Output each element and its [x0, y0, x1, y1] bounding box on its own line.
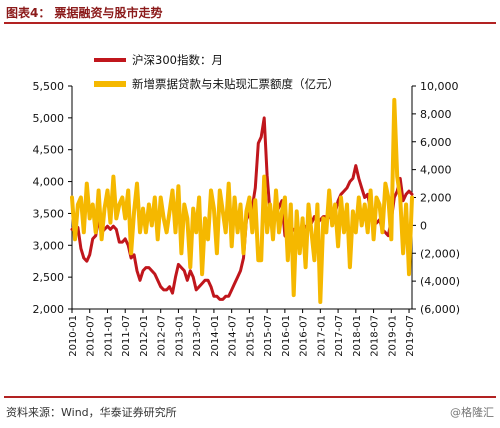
x-tick-label: 2014-01: [210, 315, 221, 357]
y-right-tick-label: 2,000: [420, 192, 452, 205]
y-left-tick-label: 5,500: [33, 80, 65, 93]
y-right-tick-label: (4,000): [420, 275, 460, 288]
x-tick-label: 2013-07: [192, 315, 203, 357]
x-tick-label: 2018-07: [370, 315, 381, 357]
series-lines: [70, 97, 414, 304]
x-tick-label: 2010-07: [86, 315, 97, 357]
y-left-tick-label: 3,000: [33, 239, 65, 252]
series-line-bills: [70, 97, 414, 304]
y-left-tick-label: 5,000: [33, 112, 65, 125]
source-note: 资料来源：Wind，华泰证券研究所: [6, 406, 177, 419]
axes: 2,000 2,500 3,000 3,500 4,000 4,500 5,000 5,500…: [33, 80, 461, 357]
x-tick-label: 2018-01: [352, 315, 363, 357]
y-right-tick-label: 8,000: [420, 108, 452, 121]
x-tick-label: 2010-01: [68, 315, 79, 357]
figure-title: 图表4： 票据融资与股市走势: [6, 6, 163, 20]
x-tick-label: 2017-01: [316, 315, 327, 357]
legend: 沪深300指数：月 新增票据贷款与未贴现汇票额度（亿元）: [94, 53, 339, 91]
y-left-tick-label: 4,000: [33, 176, 65, 189]
x-tick-label: 2019-07: [405, 315, 416, 357]
y-left-tick-label: 2,000: [33, 303, 65, 316]
x-tick-label: 2011-07: [121, 315, 132, 357]
y-right-tick-label: 10,000: [420, 80, 459, 93]
watermark: @格隆汇: [450, 406, 494, 419]
x-tick-label: 2015-01: [245, 315, 256, 357]
x-tick-label: 2015-07: [263, 315, 274, 357]
x-tick-label: 2012-07: [157, 315, 168, 357]
x-tick-label: 2017-07: [334, 315, 345, 357]
legend-label-bills: 新增票据贷款与未贴现汇票额度（亿元）: [132, 77, 339, 91]
y-left-tick-label: 3,500: [33, 207, 65, 220]
x-tick-label: 2019-01: [387, 315, 398, 357]
title-rule: [4, 22, 496, 24]
y-right-tick-label: 6,000: [420, 136, 452, 149]
legend-label-index: 沪深300指数：月: [132, 53, 223, 67]
y-right-tick-label: (2,000): [420, 247, 460, 260]
x-tick-label: 2013-01: [174, 315, 185, 357]
x-tick-label: 2016-01: [281, 315, 292, 357]
y-right-tick-label: 0: [420, 219, 427, 232]
y-right-tick-label: (6,000): [420, 303, 460, 316]
y-right-tick-label: 4,000: [420, 164, 452, 177]
y-left-tick-label: 2,500: [33, 271, 65, 284]
series-line-index: [70, 116, 414, 301]
x-tick-label: 2016-07: [299, 315, 310, 357]
bottom-rule: [4, 396, 496, 398]
chart: 2,000 2,500 3,000 3,500 4,000 4,500 5,000 5,500…: [33, 53, 461, 357]
x-tick-label: 2014-07: [228, 315, 239, 357]
x-tick-label: 2011-01: [103, 315, 114, 357]
y-left-tick-label: 4,500: [33, 144, 65, 157]
x-tick-label: 2012-01: [139, 315, 150, 357]
